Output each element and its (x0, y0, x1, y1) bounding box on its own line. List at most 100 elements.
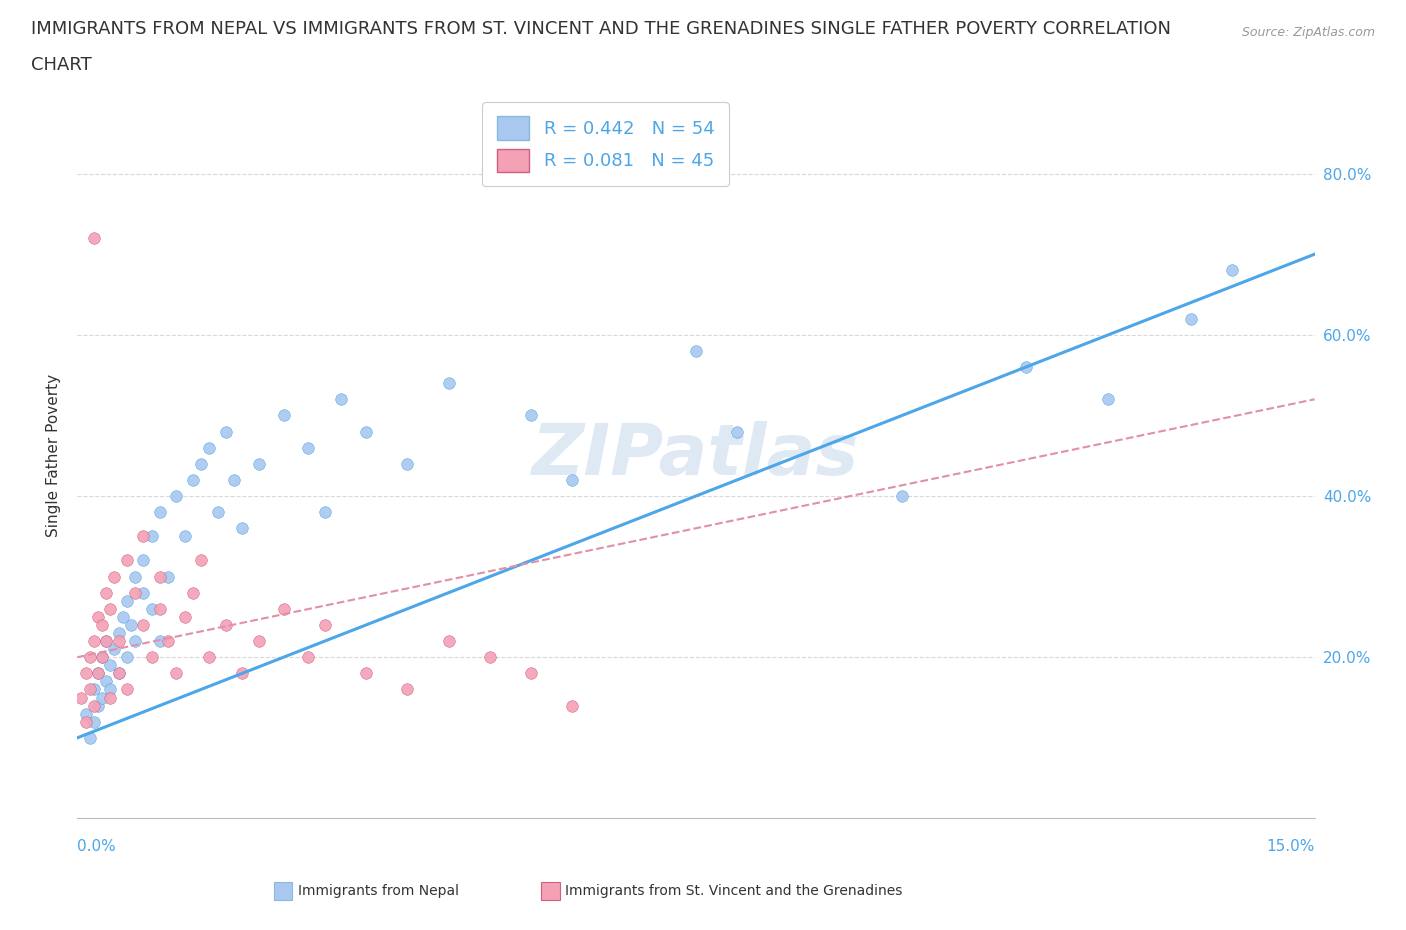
Point (173, 609, 195, 624)
Point (1220, 263, 1243, 278)
Point (437, 633, 460, 648)
Point (141, 650, 163, 665)
Point (79, 730, 101, 745)
Point (181, 472, 204, 487)
Point (115, 650, 138, 665)
Point (149, 569, 172, 584)
Point (83, 633, 105, 648)
Text: Immigrants from Nepal: Immigrants from Nepal (298, 884, 460, 898)
Point (91, 690, 114, 705)
Point (132, 585, 155, 600)
Legend: R = 0.442   N = 54, R = 0.081   N = 45: R = 0.442 N = 54, R = 0.081 N = 45 (482, 102, 728, 186)
Point (91, 650, 114, 665)
Point (98, 682, 121, 697)
Point (83, 698, 105, 713)
Point (149, 505, 172, 520)
Point (222, 472, 245, 487)
Point (247, 457, 270, 472)
Point (215, 424, 238, 439)
Point (107, 666, 129, 681)
Point (297, 440, 319, 455)
Point (115, 593, 138, 608)
Point (83, 231, 105, 246)
Point (124, 585, 146, 600)
Point (354, 666, 377, 681)
Y-axis label: Single Father Poverty: Single Father Poverty (46, 374, 62, 538)
Point (685, 343, 707, 358)
Point (297, 650, 319, 665)
Point (83, 682, 105, 697)
Point (75, 706, 97, 721)
Point (141, 529, 163, 544)
Point (149, 633, 172, 648)
Point (157, 569, 180, 584)
Point (79, 650, 101, 665)
Point (273, 408, 295, 423)
Point (124, 569, 146, 584)
Point (165, 488, 187, 503)
Text: Immigrants from St. Vincent and the Grenadines: Immigrants from St. Vincent and the Gren… (565, 884, 903, 898)
Point (198, 440, 221, 455)
Point (520, 666, 543, 681)
Point (231, 666, 253, 681)
Point (96, 585, 118, 600)
Point (1180, 312, 1202, 326)
Point (87, 609, 110, 624)
Text: ZIPatlas: ZIPatlas (533, 421, 859, 490)
Point (330, 392, 353, 406)
Point (91, 618, 114, 632)
Point (98, 690, 121, 705)
Point (103, 569, 125, 584)
Point (124, 633, 146, 648)
Point (70, 690, 93, 705)
Point (87, 698, 110, 713)
Point (75, 714, 97, 729)
Point (314, 618, 336, 632)
Point (1015, 360, 1038, 375)
Point (107, 666, 129, 681)
Point (103, 642, 125, 657)
Point (561, 698, 583, 713)
Point (354, 424, 377, 439)
Point (520, 408, 543, 423)
Point (79, 682, 101, 697)
Point (132, 618, 155, 632)
Point (561, 472, 583, 487)
Point (75, 666, 97, 681)
Point (111, 609, 134, 624)
Text: 15.0%: 15.0% (1267, 839, 1315, 854)
Point (120, 618, 142, 632)
Point (207, 505, 229, 520)
Point (437, 376, 460, 391)
Point (98, 602, 121, 617)
Text: 0.0%: 0.0% (77, 839, 117, 854)
Point (190, 553, 212, 568)
Point (96, 633, 118, 648)
Point (396, 457, 419, 472)
Point (190, 457, 212, 472)
Point (1097, 392, 1119, 406)
Point (215, 618, 238, 632)
Point (181, 585, 204, 600)
Point (725, 424, 748, 439)
Point (478, 650, 501, 665)
Point (107, 633, 129, 648)
Text: IMMIGRANTS FROM NEPAL VS IMMIGRANTS FROM ST. VINCENT AND THE GRENADINES SINGLE F: IMMIGRANTS FROM NEPAL VS IMMIGRANTS FROM… (31, 20, 1171, 38)
Point (314, 505, 336, 520)
Point (157, 633, 180, 648)
Point (173, 529, 195, 544)
Point (198, 650, 221, 665)
Text: Source: ZipAtlas.com: Source: ZipAtlas.com (1241, 26, 1375, 39)
Point (96, 633, 118, 648)
Point (141, 602, 163, 617)
Point (891, 488, 914, 503)
Point (87, 666, 110, 681)
Point (107, 626, 129, 641)
Point (273, 602, 295, 617)
Point (396, 682, 419, 697)
Point (115, 553, 138, 568)
Point (83, 714, 105, 729)
Point (132, 553, 155, 568)
Point (231, 521, 253, 536)
Point (115, 682, 138, 697)
